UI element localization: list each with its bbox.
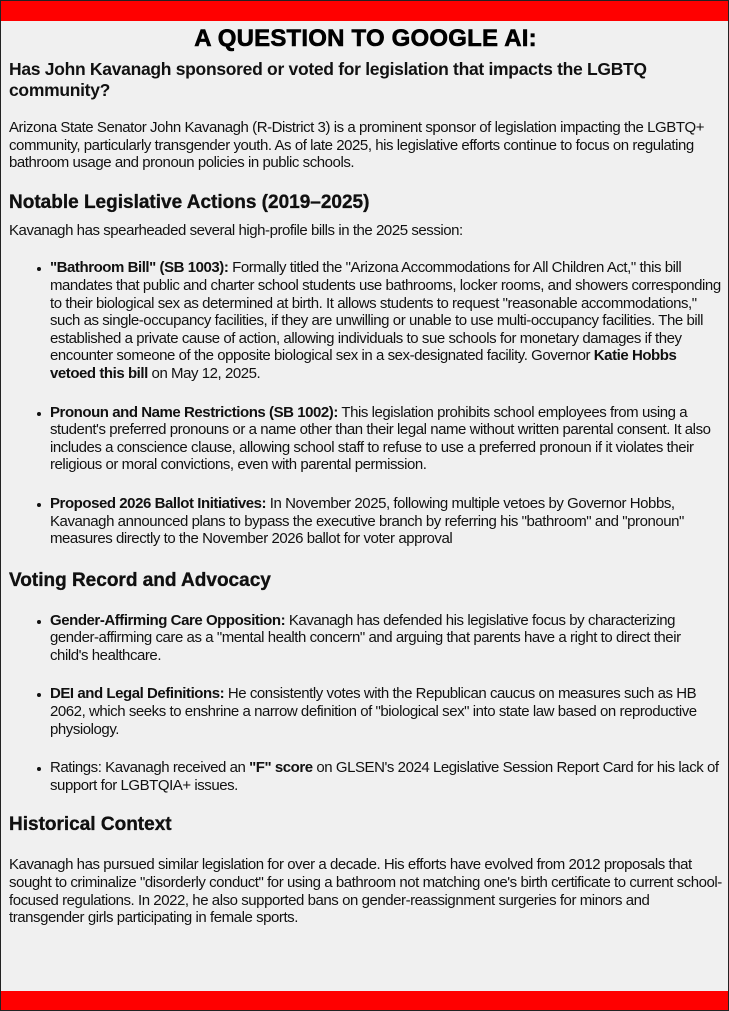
item-text: In November 2025, following multiple vet… [50, 494, 684, 548]
item-text: He consistently votes with the Republica… [50, 685, 697, 738]
list-item-ballot-initiatives: Proposed 2026 Ballot Initiatives: In Nov… [37, 494, 722, 548]
intro-paragraph: Arizona State Senator John Kavanagh (R-D… [9, 119, 705, 172]
top-red-bar [1, 1, 728, 21]
item-label: Proposed 2026 Ballot Initiatives: [50, 494, 267, 512]
section-heading-legislative-actions: Notable Legislative Actions (2019–2025) [9, 191, 370, 213]
document-content: A QUESTION TO GOOGLE AI: Has John Kavana… [9, 25, 722, 927]
item-text: on GLSEN's 2024 Legislative Session Repo… [50, 759, 719, 794]
list-item-ratings: Ratings: Kavanagh received an "F" score … [37, 759, 722, 794]
item-text-end: on May 12, 2025. [147, 364, 261, 382]
bottom-red-bar [1, 991, 728, 1010]
item-prefix: Ratings: Kavanagh received an [50, 759, 250, 777]
item-label: Pronoun and Name Restrictions (SB 1002): [50, 403, 338, 421]
item-label: Gender-Affirming Care Opposition: [50, 611, 286, 629]
voting-record-list: Gender-Affirming Care Opposition: Kavana… [9, 612, 722, 795]
item-emphasis: "F" score [249, 759, 313, 777]
section-lead: Kavanagh has spearheaded several high-pr… [9, 221, 463, 239]
question-heading: Has John Kavanagh sponsored or voted for… [9, 59, 647, 100]
list-item-gender-affirming-care: Gender-Affirming Care Opposition: Kavana… [37, 611, 722, 665]
item-label: "Bathroom Bill" (SB 1003): [50, 259, 229, 277]
item-text: Kavanagh has defended his legislative fo… [50, 611, 681, 664]
item-label: DEI and Legal Definitions: [50, 685, 225, 703]
item-text: This legislation prohibits school employ… [50, 403, 711, 474]
list-item-bathroom-bill: "Bathroom Bill" (SB 1003): Formally titl… [37, 259, 722, 382]
page-title: A QUESTION TO GOOGLE AI: [194, 25, 537, 53]
legislative-actions-list: "Bathroom Bill" (SB 1003): Formally titl… [9, 259, 722, 547]
section-heading-voting-record: Voting Record and Advocacy [9, 569, 271, 591]
list-item-pronoun-restrictions: Pronoun and Name Restrictions (SB 1002):… [37, 403, 722, 474]
list-item-dei-definitions: DEI and Legal Definitions: He consistent… [37, 685, 722, 738]
historical-paragraph: Kavanagh has pursued similar legislation… [9, 856, 722, 927]
item-emphasis: Katie Hobbs vetoed this bill [50, 347, 677, 382]
item-text: Formally titled the "Arizona Accommodati… [50, 259, 721, 365]
section-heading-historical-context: Historical Context [9, 814, 172, 836]
